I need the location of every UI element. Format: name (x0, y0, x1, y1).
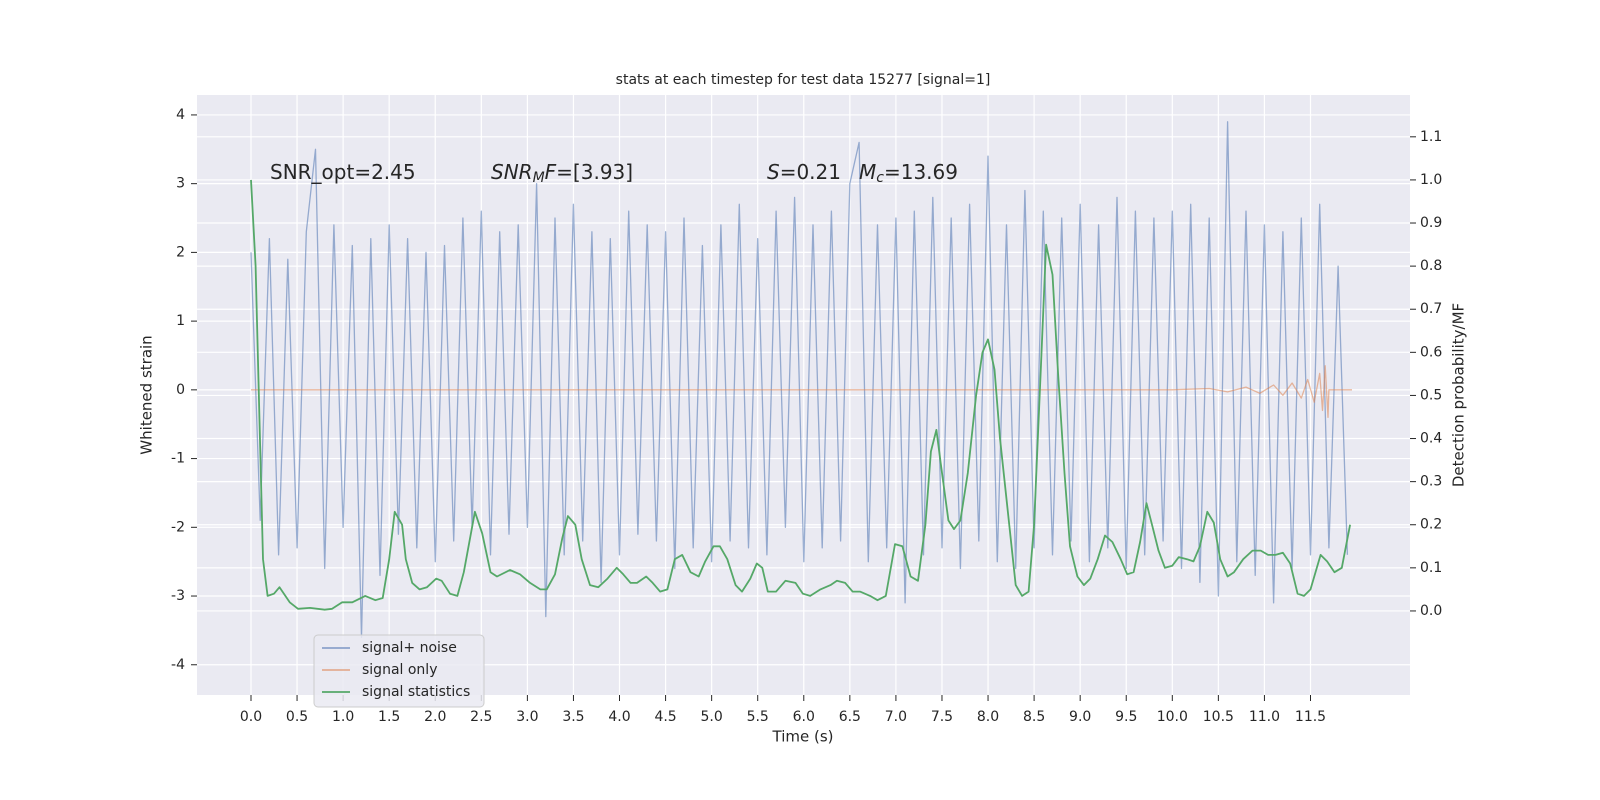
annotation: Mc=13.69 (859, 160, 958, 187)
chart-title: stats at each timestep for test data 152… (616, 72, 991, 88)
legend-box (313, 634, 485, 708)
y-tick-label: -3 (171, 588, 185, 604)
x-tick-label: 4.0 (608, 709, 630, 725)
x-tick-label: 9.5 (1115, 709, 1137, 725)
annotation-text: =0.21 (780, 160, 841, 184)
y-tick-label: 1 (176, 313, 185, 329)
y2-tick-label: 0.2 (1420, 517, 1442, 533)
y-tick-label: -1 (171, 451, 185, 467)
x-tick-label: 8.0 (977, 709, 999, 725)
x-tick-label: 3.0 (516, 709, 538, 725)
annotation-text: =[3.93] (556, 160, 633, 184)
y2-tick-label: 1.1 (1420, 129, 1442, 145)
x-tick-label: 0.0 (240, 709, 262, 725)
x-tick-label: 4.5 (654, 709, 676, 725)
y2-tick-label: 0.1 (1420, 560, 1442, 576)
x-tick-label: 7.0 (885, 709, 907, 725)
line-series (250, 121, 1349, 638)
annotation: SNRMF=[3.93] (491, 160, 633, 187)
x-tick-label: 11.5 (1295, 709, 1326, 725)
legend-label: signal only (362, 662, 437, 678)
x-tick-label: 11.0 (1249, 709, 1280, 725)
y2-tick-label: 0.4 (1420, 431, 1442, 447)
x-tick-label: 10.0 (1157, 709, 1188, 725)
x-tick-label: 2.0 (424, 709, 446, 725)
line-series (250, 179, 1351, 611)
x-tick-label: 2.5 (470, 709, 492, 725)
y2-tick-label: 0.7 (1420, 301, 1442, 317)
annotation-text: F (545, 160, 557, 184)
x-tick-label: 9.0 (1069, 709, 1091, 725)
line-series (251, 365, 1352, 418)
x-tick-label: 7.5 (931, 709, 953, 725)
y-tick-label: 4 (176, 107, 185, 123)
legend-label: signal statistics (362, 684, 470, 700)
y2-tick-label: 0.5 (1420, 387, 1442, 403)
y2-tick-label: 1.0 (1420, 172, 1442, 188)
annotation: SNR_opt=2.45 (270, 160, 416, 184)
y2-tick-label: 0.8 (1420, 258, 1442, 274)
x-tick-label: 10.5 (1203, 709, 1234, 725)
x-tick-label: 8.5 (1023, 709, 1045, 725)
y2-axis-label: Detection probability/MF (1450, 303, 1468, 487)
annotation-subscript: M (533, 170, 545, 186)
annotation-text: =13.69 (884, 160, 958, 184)
x-tick-label: 0.5 (286, 709, 308, 725)
y-tick-label: 0 (176, 382, 185, 398)
y2-tick-label: 0.6 (1420, 344, 1442, 360)
y2-tick-label: 0.0 (1420, 603, 1442, 619)
annotation: S=0.21 (767, 160, 841, 184)
annotation-subscript: c (876, 170, 884, 186)
x-tick-label: 5.5 (747, 709, 769, 725)
legend-label: signal+ noise (362, 640, 457, 656)
annotation-text: SNR (491, 160, 533, 184)
y2-tick-label: 0.9 (1420, 215, 1442, 231)
annotation-text: S (767, 160, 780, 184)
x-tick-label: 5.0 (701, 709, 723, 725)
y2-tick-label: 0.3 (1420, 474, 1442, 490)
x-tick-label: 6.5 (839, 709, 861, 725)
x-tick-label: 6.0 (793, 709, 815, 725)
annotation-text: M (859, 160, 876, 184)
y-tick-label: 2 (176, 244, 185, 260)
y-tick-label: 3 (176, 176, 185, 192)
x-tick-label: 3.5 (562, 709, 584, 725)
annotation-text: SNR_opt=2.45 (270, 160, 416, 184)
y-axis-label: Whitened strain (138, 335, 156, 454)
x-axis-label: Time (s) (772, 728, 834, 746)
y-tick-label: -2 (171, 519, 185, 535)
x-tick-label: 1.5 (378, 709, 400, 725)
x-tick-label: 1.0 (332, 709, 354, 725)
y-tick-label: -4 (171, 657, 185, 673)
